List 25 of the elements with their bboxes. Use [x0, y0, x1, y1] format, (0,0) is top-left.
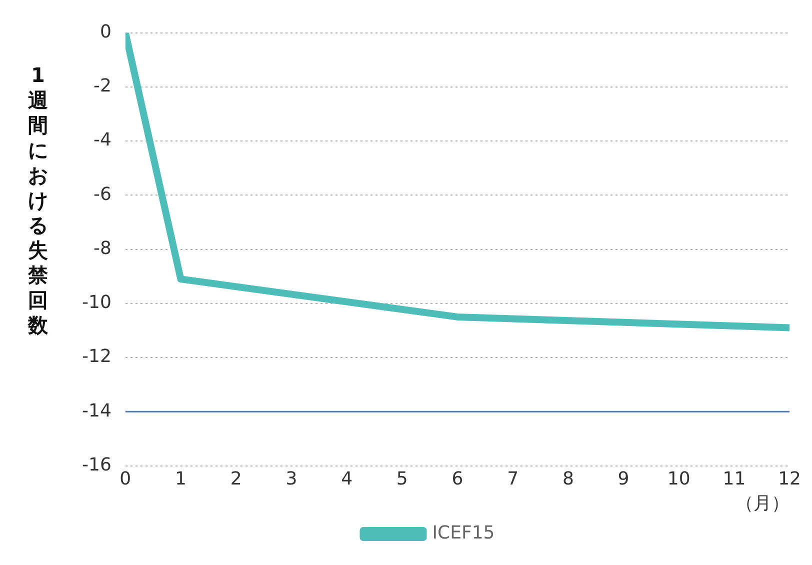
x-tick-label: 12 — [778, 468, 801, 490]
x-tick-label: 9 — [618, 468, 630, 490]
x-tick-label: 3 — [286, 468, 298, 490]
y-tick-label: -14 — [82, 400, 112, 422]
y-tick-label: -8 — [93, 238, 112, 259]
x-tick-label: 8 — [562, 468, 574, 490]
text: 1週間における失禁回数 — [28, 63, 48, 337]
x-tick-label: 10 — [667, 468, 690, 490]
y-tick-label: 0 — [100, 21, 112, 42]
y-tick-label: -2 — [93, 76, 112, 97]
x-tick-label: 4 — [341, 468, 353, 490]
x-axis-title: （月） — [736, 492, 790, 514]
y-tick-label: -4 — [93, 130, 112, 151]
y-tick-label: -16 — [82, 454, 112, 476]
legend-label: ICEF15 — [432, 522, 495, 544]
x-tick-label: 2 — [230, 468, 242, 490]
x-tick-label: 11 — [722, 468, 746, 490]
x-tick-label: 7 — [507, 468, 519, 490]
y-tick-label: -10 — [82, 292, 112, 314]
x-tick-label: 0 — [120, 468, 132, 490]
x-tick-label: 6 — [452, 468, 464, 490]
x-tick-label: 1 — [175, 468, 186, 490]
y-tick-label: -6 — [93, 184, 112, 205]
x-tick-label: 5 — [396, 468, 408, 490]
y-tick-label: -12 — [82, 346, 112, 368]
